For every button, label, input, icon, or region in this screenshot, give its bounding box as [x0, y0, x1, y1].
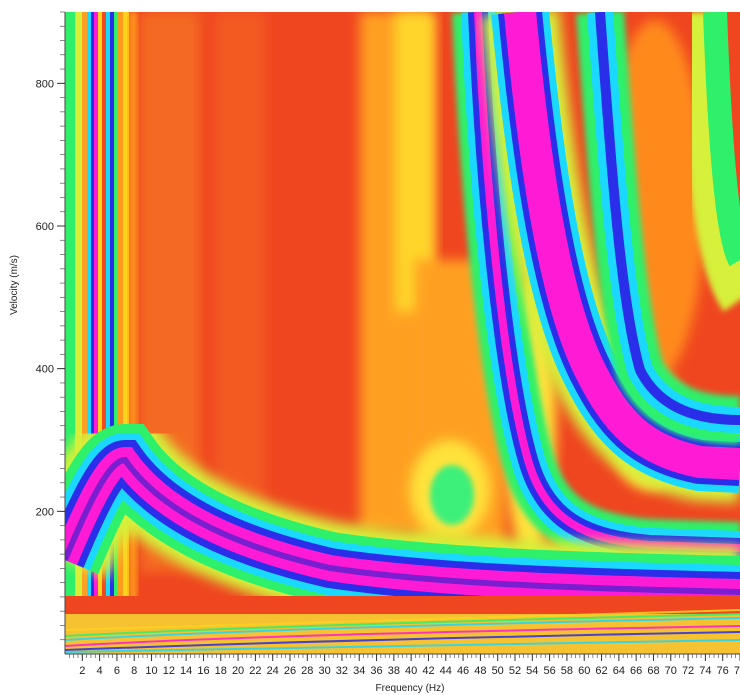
- x-tick-label: 6: [114, 665, 120, 677]
- x-tick-label: 4: [97, 665, 103, 677]
- x-tick-label: 36: [370, 665, 382, 677]
- x-tick-label: 56: [543, 665, 555, 677]
- x-tick-label: 68: [647, 665, 659, 677]
- x-tick-label: 14: [180, 665, 192, 677]
- x-tick-label: 78: [734, 665, 740, 677]
- x-tick-label: 26: [284, 665, 296, 677]
- x-tick-label: 2: [79, 665, 85, 677]
- x-tick-label: 28: [301, 665, 313, 677]
- x-tick-label: 42: [422, 665, 434, 677]
- x-tick-label: 18: [215, 665, 227, 677]
- y-axis-ticks: 200 400 600 800: [36, 11, 65, 641]
- x-tick-label: 38: [388, 665, 400, 677]
- x-tick-label: 30: [318, 665, 330, 677]
- y-tick-label: 600: [36, 221, 54, 233]
- x-tick-label: 22: [249, 665, 261, 677]
- x-tick-label: 46: [457, 665, 469, 677]
- x-tick-label: 12: [163, 665, 175, 677]
- y-tick-label: 800: [36, 78, 54, 90]
- x-tick-label: 16: [197, 665, 209, 677]
- x-tick-label: 52: [509, 665, 521, 677]
- y-axis-title: Velocity (m/s): [9, 255, 20, 315]
- x-tick-label: 44: [440, 665, 452, 677]
- x-tick-label: 10: [145, 665, 157, 677]
- x-tick-label: 64: [613, 665, 625, 677]
- x-tick-label: 72: [682, 665, 694, 677]
- x-tick-label: 50: [492, 665, 504, 677]
- x-tick-label: 40: [405, 665, 417, 677]
- x-tick-label: 60: [578, 665, 590, 677]
- x-tick-label: 34: [353, 665, 365, 677]
- x-tick-label: 76: [717, 665, 729, 677]
- x-tick-label: 20: [232, 665, 244, 677]
- x-axis-title: Frequency (Hz): [376, 683, 445, 694]
- x-tick-label: 48: [474, 665, 486, 677]
- x-tick-label: 62: [595, 665, 607, 677]
- x-tick-label: 24: [267, 665, 279, 677]
- x-tick-label: 54: [526, 665, 538, 677]
- x-tick-label: 8: [131, 665, 137, 677]
- x-tick-label: 58: [561, 665, 573, 677]
- y-tick-label: 400: [36, 364, 54, 376]
- x-axis-ticks: 2 4 6 8 10 12 14 16 18 20 22 24 26 28 30 32 34 36 38 40 42 44…: [68, 654, 740, 677]
- heatmap-field: [65, 12, 740, 654]
- x-tick-label: 32: [336, 665, 348, 677]
- x-tick-label: 70: [665, 665, 677, 677]
- x-tick-label: 66: [630, 665, 642, 677]
- x-tick-label: 74: [699, 665, 711, 677]
- y-tick-label: 200: [36, 506, 54, 518]
